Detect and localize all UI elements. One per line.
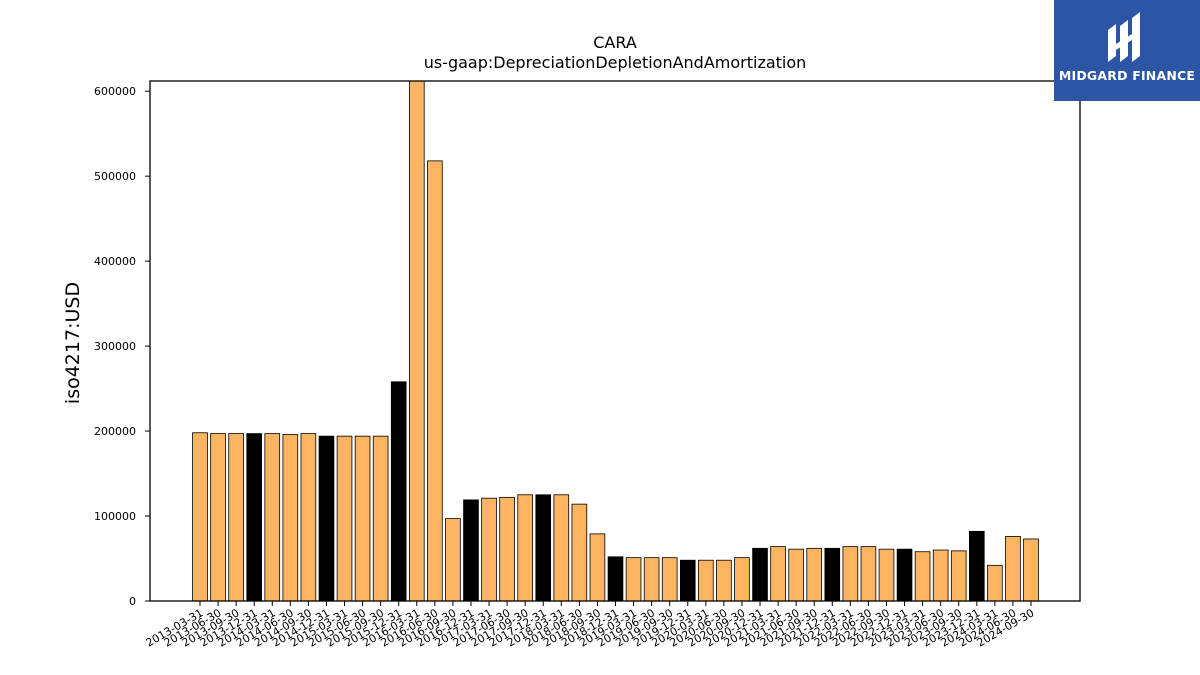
plot-frame: [149, 80, 1081, 602]
bar-2021-03-31: [770, 546, 786, 602]
bar-2021-06-30: [788, 548, 804, 602]
bar-2022-03-31: [842, 546, 859, 602]
y-axis-label: iso4217:USD: [62, 282, 84, 404]
bar-2019-06-30: [643, 557, 660, 602]
bar-2023-12-31: [968, 530, 985, 602]
logo-brand-text: MIDGARD FINANCE: [1058, 68, 1196, 83]
bar-2014-09-30: [300, 433, 317, 602]
bar-2013-06-30: [210, 433, 226, 602]
bar-2013-03-31: [192, 432, 208, 602]
bar-2014-06-30: [282, 434, 299, 602]
chart-subtitle: us-gaap:DepreciationDepletionAndAmortiza…: [424, 53, 807, 72]
y-tick-label: 0: [129, 595, 136, 608]
y-tick-label: 200000: [94, 425, 136, 438]
bar-2020-09-30: [734, 557, 750, 602]
bar-2016-09-30: [445, 518, 461, 602]
bar-2020-12-31: [752, 547, 768, 602]
y-tick-label: 500000: [94, 170, 136, 183]
bar-2018-12-31: [607, 556, 624, 602]
bar-2016-06-30: [427, 160, 443, 602]
bar-2013-09-30: [228, 433, 244, 602]
x-axis-ticks: 2013-03-312013-06-302013-09-302013-12-31…: [144, 601, 1037, 650]
bar-2022-12-31: [896, 548, 913, 602]
bar-2024-03-31: [987, 564, 1003, 602]
bar-2023-09-30: [950, 550, 967, 602]
bar-2023-06-30: [932, 549, 949, 602]
bar-2018-03-31: [553, 494, 570, 602]
chart-title: CARA: [593, 33, 637, 52]
bar-2013-12-31: [246, 433, 263, 602]
y-tick-label: 400000: [94, 255, 136, 268]
bar-2022-09-30: [878, 548, 895, 602]
y-tick-label: 600000: [94, 85, 136, 98]
bar-2021-09-30: [806, 547, 823, 602]
bar-2024-09-30: [1023, 538, 1039, 602]
bar-2021-12-31: [824, 547, 841, 602]
bar-2016-03-31: [408, 80, 425, 602]
bar-2020-03-31: [698, 559, 714, 602]
midgard-logo-mark-icon: [1108, 12, 1140, 62]
bar-2017-12-31: [535, 494, 552, 602]
bar-2023-03-31: [914, 551, 931, 602]
bar-2022-06-30: [860, 546, 877, 602]
bars-group: [192, 80, 1039, 602]
bar-2024-06-30: [1005, 536, 1021, 602]
y-tick-label: 100000: [94, 510, 136, 523]
y-axis-ticks: 0 100000 200000 300000 400000 500000 600000: [94, 85, 150, 608]
bar-2019-12-31: [679, 559, 696, 602]
y-tick-label: 300000: [94, 340, 136, 353]
bar-2014-12-31: [318, 435, 335, 602]
bar-2015-03-31: [336, 435, 353, 602]
bar-2018-09-30: [589, 533, 606, 602]
bar-2014-03-31: [264, 433, 281, 602]
bar-2016-12-31: [463, 499, 479, 602]
bar-2018-06-30: [571, 503, 588, 602]
bar-2017-03-31: [481, 497, 497, 602]
bar-2020-06-30: [716, 559, 732, 602]
bar-2019-03-31: [625, 557, 642, 602]
bar-2019-09-30: [661, 557, 678, 602]
bar-2015-12-31: [390, 381, 407, 602]
bar-2017-09-30: [517, 494, 533, 602]
bar-2015-06-30: [354, 435, 371, 602]
bar-2015-09-30: [372, 435, 389, 602]
bar-2017-06-30: [499, 496, 515, 602]
midgard-finance-logo: MIDGARD FINANCE: [1054, 0, 1200, 101]
